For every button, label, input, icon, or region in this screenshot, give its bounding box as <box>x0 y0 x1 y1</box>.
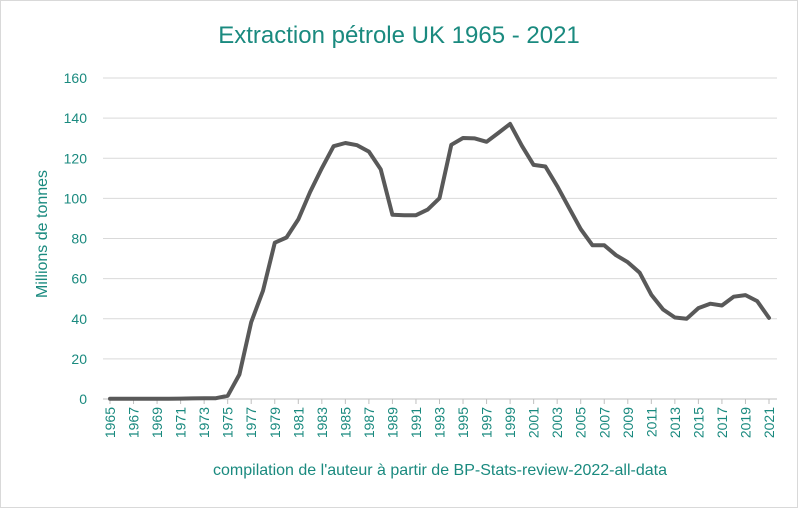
x-tick-label: 1969 <box>149 407 165 438</box>
y-tick-label: 160 <box>64 70 88 86</box>
x-axis-ticks: 1965 1967 1969 1971 1973 1975 1977 1979 1981 1983… <box>102 399 777 438</box>
x-tick-label: 2003 <box>549 407 565 438</box>
x-tick-label: 2011 <box>643 407 659 437</box>
y-tick-label: 40 <box>71 311 87 327</box>
x-tick-label: 2017 <box>714 407 730 438</box>
y-axis-ticks: 0 20 40 60 80 100 120 140 160 <box>64 70 88 407</box>
x-tick-label: 2015 <box>690 407 706 438</box>
x-tick-label: 1979 <box>267 407 283 438</box>
x-tick-label: 1973 <box>196 407 212 438</box>
x-tick-label: 2001 <box>526 407 542 438</box>
x-tick-label: 1965 <box>102 407 118 438</box>
x-tick-label: 1997 <box>479 407 495 438</box>
series-line <box>108 121 771 401</box>
y-tick-label: 140 <box>64 110 88 126</box>
y-tick-label: 20 <box>71 351 87 367</box>
x-tick-label: 1995 <box>455 407 471 438</box>
y-tick-label: 120 <box>64 150 88 166</box>
x-tick-label: 1981 <box>290 407 306 438</box>
x-tick-label: 1987 <box>361 407 377 438</box>
y-tick-label: 100 <box>64 190 88 206</box>
x-tick-label: 1971 <box>173 407 189 438</box>
x-tick-label: 2021 <box>761 407 777 438</box>
x-tick-label: 1991 <box>408 407 424 438</box>
x-tick-label: 1967 <box>126 407 142 438</box>
x-tick-label: 1985 <box>337 407 353 438</box>
x-tick-label: 1989 <box>384 407 400 438</box>
x-tick-label: 1993 <box>432 407 448 438</box>
series-layer <box>108 121 771 401</box>
x-tick-label: 1999 <box>502 407 518 438</box>
x-tick-label: 1983 <box>314 407 330 438</box>
x-tick-label: 2007 <box>596 407 612 438</box>
x-tick-label: 2005 <box>573 407 589 438</box>
x-tick-label: 2019 <box>737 407 753 438</box>
chart-title: Extraction pétrole UK 1965 - 2021 <box>218 22 580 49</box>
x-axis-title: compilation de l'auteur à partir de BP-S… <box>213 462 667 479</box>
x-tick-label: 1975 <box>220 407 236 438</box>
y-axis-title: Millions de tonnes <box>34 170 51 298</box>
x-tick-label: 2013 <box>667 407 683 438</box>
x-tick-label: 1977 <box>243 407 259 438</box>
y-tick-label: 0 <box>79 391 87 407</box>
x-tick-label: 2009 <box>620 407 636 438</box>
y-tick-label: 80 <box>71 231 87 247</box>
y-tick-label: 60 <box>71 271 87 287</box>
